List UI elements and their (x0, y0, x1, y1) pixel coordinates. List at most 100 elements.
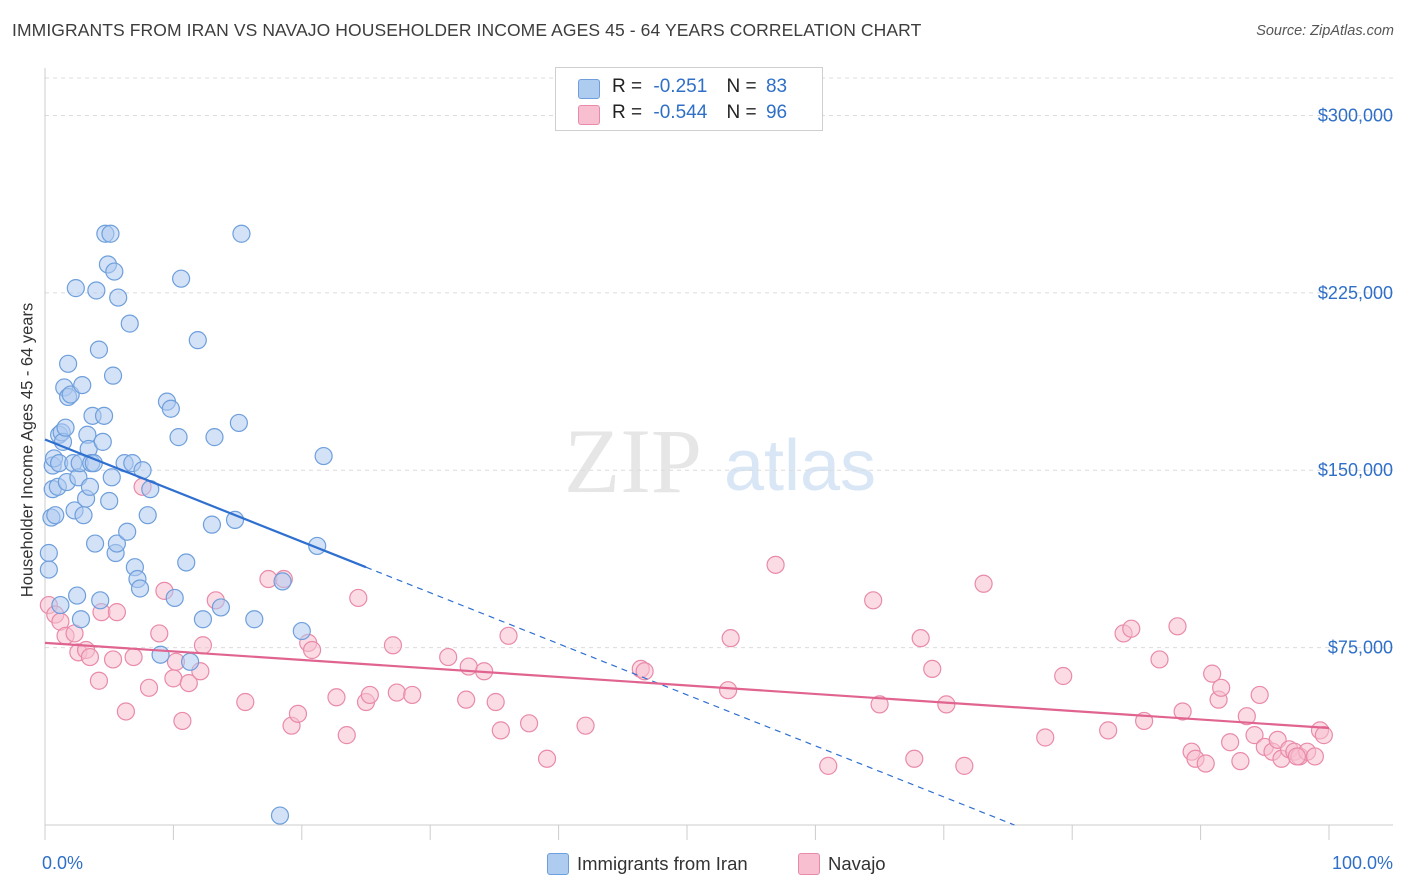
navajo-point (721, 629, 740, 648)
iran-point (71, 610, 91, 629)
iran-point (80, 477, 100, 496)
navajo-point (1250, 685, 1269, 705)
navajo-point (403, 685, 422, 705)
navajo-point (486, 692, 505, 712)
iran-point (205, 428, 224, 447)
iran-point (101, 224, 120, 243)
iran-point (165, 588, 184, 608)
iran-point (177, 553, 196, 572)
navajo-point (236, 692, 255, 712)
iran-point (211, 598, 231, 617)
navajo-point (288, 704, 308, 723)
iran-point (202, 515, 222, 534)
x-tick-label-start: 0.0% (42, 853, 83, 873)
navajo-point (937, 695, 956, 714)
navajo-point (1196, 754, 1215, 773)
navajo-point (302, 640, 322, 660)
iran-point (102, 468, 121, 487)
watermark-zip: ZIP (564, 410, 702, 512)
navajo-point (974, 574, 993, 593)
navajo-point (1173, 702, 1192, 721)
navajo-point (870, 695, 889, 714)
iran-point (169, 428, 188, 447)
iran-point (180, 652, 200, 671)
navajo-point (1287, 747, 1307, 766)
navajo-point (164, 669, 183, 688)
r-value: -0.251 (653, 76, 708, 97)
navajo-point (1245, 726, 1264, 745)
iran-point (91, 591, 110, 610)
stats-text-navajo: R = -0.544 N = 96 (612, 102, 787, 124)
navajo-point (150, 624, 169, 643)
navajo-point (349, 588, 368, 608)
iran-point (74, 506, 93, 525)
iran-point (93, 432, 112, 451)
y-tick-label: $225,000 (1318, 283, 1393, 303)
navajo-point (955, 756, 974, 775)
source-label: Source: ZipAtlas.com (1256, 23, 1394, 39)
iran-point (100, 491, 119, 511)
stats-box: R = -0.251 N = 83 R = -0.544 N = 96 (555, 67, 823, 131)
y-tick-label: $75,000 (1328, 638, 1393, 658)
iran-point (138, 506, 157, 525)
r-label: R = (612, 102, 643, 123)
y-tick-label: $300,000 (1318, 105, 1393, 125)
navajo-point (1203, 664, 1222, 683)
r-label: R = (612, 76, 643, 97)
iran-point (292, 621, 311, 641)
iran-point (172, 269, 191, 288)
legend-label-iran: Immigrants from Iran (577, 853, 748, 874)
iran-point (67, 586, 87, 605)
navajo-point (923, 659, 942, 679)
chart-title: IMMIGRANTS FROM IRAN VS NAVAJO HOUSEHOLD… (12, 20, 922, 40)
navajo-point (107, 603, 127, 622)
legend-label-navajo: Navajo (828, 853, 886, 874)
navajo-point (1122, 619, 1141, 638)
navajo-point (911, 629, 930, 648)
navajo-point (1221, 733, 1240, 752)
navajo-point (337, 726, 356, 745)
iran-point (270, 806, 290, 825)
iran-point (273, 572, 292, 591)
iran-point (188, 331, 207, 350)
iran-point (161, 399, 180, 418)
navajo-point (383, 636, 403, 655)
iran-point (89, 340, 109, 359)
r-value: -0.544 (653, 102, 708, 123)
navajo-point (1168, 617, 1187, 636)
iran-legend-swatch-icon (547, 853, 569, 875)
iran-point (229, 413, 248, 433)
y-axis-label-container: Householder Income Ages 45 - 64 years (16, 70, 40, 830)
navajo-point (1150, 650, 1169, 669)
navajo-point (439, 647, 458, 667)
navajo-point (864, 591, 883, 610)
watermark-atlas: atlas (724, 426, 876, 506)
navajo-point (80, 647, 100, 667)
iran-point (87, 281, 106, 300)
navajo-point (1099, 721, 1118, 740)
iran-point (39, 560, 58, 579)
iran-point (107, 534, 127, 553)
navajo-point (360, 685, 379, 705)
navajo-point (766, 555, 785, 574)
iran-point (151, 645, 170, 664)
navajo-point (905, 749, 924, 768)
iran-point (94, 406, 114, 425)
navajo-point (519, 714, 539, 733)
iran-swatch-icon (578, 79, 600, 99)
iran-point (39, 543, 58, 563)
navajo-point (459, 657, 478, 676)
iran-point (46, 506, 65, 525)
navajo-point (103, 650, 123, 669)
navajo-point (1314, 726, 1333, 745)
navajo-point (635, 662, 654, 681)
iran-point (105, 262, 124, 281)
navajo-point (116, 702, 135, 721)
iran-point (59, 354, 78, 373)
navajo-point (1305, 747, 1324, 766)
navajo-point (124, 647, 143, 667)
navajo-point (139, 678, 159, 697)
iran-point (109, 288, 128, 307)
n-label: N = (726, 102, 757, 123)
